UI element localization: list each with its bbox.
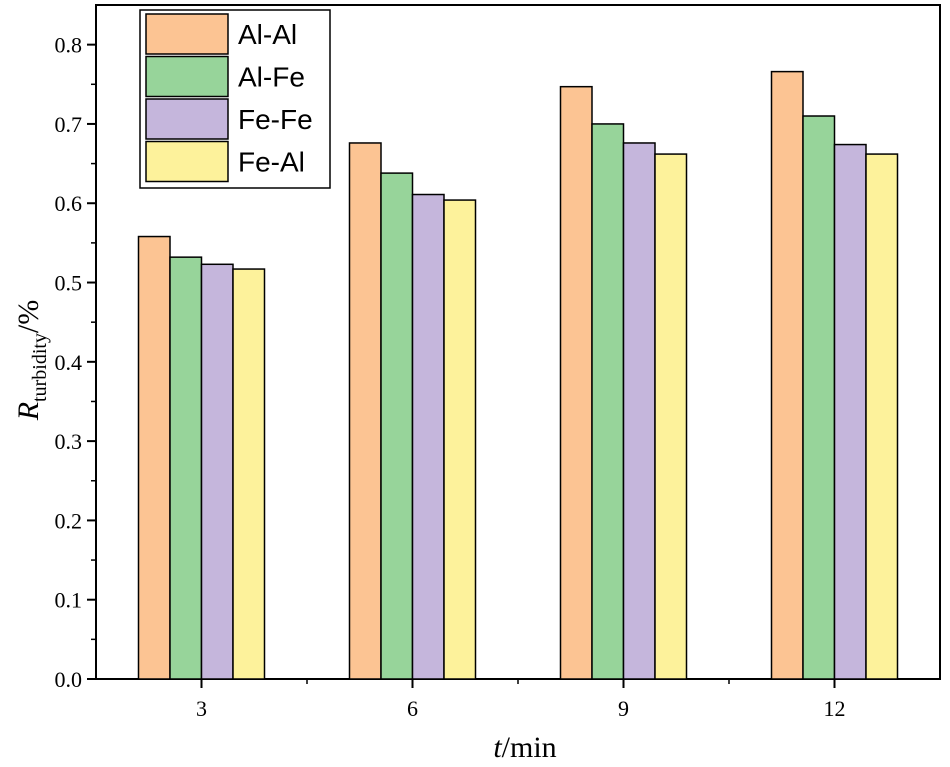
y-tick-label: 0.7 (55, 112, 83, 137)
y-tick-label: 0.2 (55, 508, 83, 533)
legend-label-al-fe: Al-Fe (238, 62, 305, 93)
bar-al-fe-12 (802, 115, 836, 680)
bar-fe-fe-12 (833, 143, 867, 680)
bar-fe-al-6 (443, 199, 477, 680)
bar-al-al-3 (137, 235, 171, 680)
bar-fe-fe-6 (411, 193, 445, 680)
bar-al-fe-6 (380, 172, 414, 680)
bar-fe-al-12 (865, 153, 899, 680)
y-axis: 0.0 0.1 0.2 0.3 0.4 0.5 0.6 0.7 0.8 (55, 33, 96, 692)
y-tick-label: 0.6 (55, 191, 83, 216)
plot-area: 0.0 0.1 0.2 0.3 0.4 0.5 0.6 0.7 0.8 3 6 9 12 (55, 4, 941, 721)
bar-fe-fe-9 (622, 142, 656, 680)
bar-al-fe-3 (169, 256, 203, 680)
bar-al-al-9 (559, 85, 593, 680)
legend: Al-Al Al-Fe Fe-Fe Fe-Al (139, 9, 331, 189)
bar-al-fe-9 (591, 123, 625, 680)
legend-label-fe-al: Fe-Al (238, 147, 305, 178)
bar-fe-al-3 (232, 268, 266, 680)
x-tick-label: 6 (407, 696, 418, 721)
bar-fe-fe-3 (200, 263, 234, 680)
x-axis-title-unit: /min (502, 731, 557, 764)
y-tick-label: 0.5 (55, 271, 83, 296)
bar-fe-al-9 (654, 153, 688, 680)
legend-label-fe-fe: Fe-Fe (238, 104, 313, 135)
legend-swatch-fe-fe (145, 98, 229, 140)
y-axis-title-italic: R (12, 402, 45, 421)
legend-swatch-al-al (145, 13, 229, 55)
y-tick-label: 0.3 (55, 429, 83, 454)
bars (137, 70, 899, 680)
y-axis-title-unit: /% (12, 300, 45, 333)
y-tick-label: 0.1 (55, 588, 83, 613)
legend-swatch-fe-al (145, 140, 229, 183)
y-tick-label: 0.8 (55, 33, 83, 58)
y-axis-title: Rturbidity/% (12, 300, 51, 422)
legend-label-al-al: Al-Al (238, 19, 297, 50)
x-axis-title-italic: t (493, 731, 502, 764)
y-axis-title-subscript: turbidity (29, 333, 51, 402)
legend-swatch-al-fe (145, 55, 229, 98)
x-axis: 3 6 9 12 (196, 679, 846, 721)
y-tick-label: 0.4 (55, 350, 83, 375)
x-tick-label: 12 (824, 696, 846, 721)
x-tick-label: 3 (196, 696, 207, 721)
x-tick-label: 9 (618, 696, 629, 721)
bar-al-al-12 (770, 70, 804, 680)
y-tick-label: 0.0 (55, 667, 83, 692)
bar-al-al-6 (348, 142, 382, 680)
x-axis-title: t/min (493, 731, 556, 764)
